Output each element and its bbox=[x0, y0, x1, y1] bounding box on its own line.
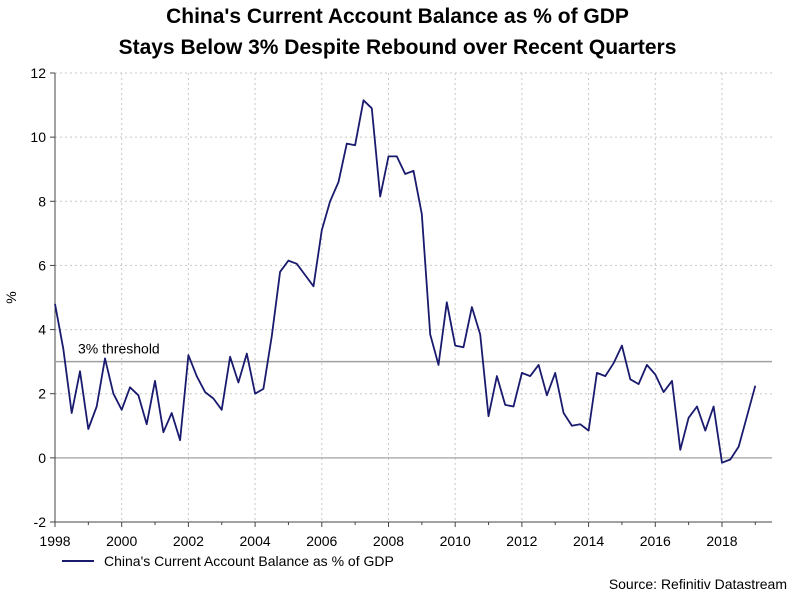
x-tick-label: 1998 bbox=[39, 533, 70, 549]
y-tick-label: 12 bbox=[30, 65, 46, 81]
x-tick-label: 2012 bbox=[506, 533, 537, 549]
x-tick-label: 2014 bbox=[573, 533, 604, 549]
x-tick-label: 2004 bbox=[240, 533, 271, 549]
y-tick-label: 10 bbox=[30, 129, 46, 145]
x-tick-label: 2008 bbox=[373, 533, 404, 549]
legend: China's Current Account Balance as % of … bbox=[62, 553, 394, 569]
x-tick-label: 2016 bbox=[640, 533, 671, 549]
x-tick-label: 2002 bbox=[173, 533, 204, 549]
chart-subtitle: Stays Below 3% Despite Rebound over Rece… bbox=[118, 36, 677, 59]
y-tick-label: 0 bbox=[38, 450, 46, 466]
tick-labels: -2 0 2 4 6 8 10 12 1998 2000 2002 2004 2006 2008 2010 2… bbox=[3, 65, 738, 549]
axes bbox=[50, 72, 772, 527]
series-line bbox=[54, 99, 757, 464]
series-layer: 3% threshold bbox=[54, 99, 772, 464]
x-tick-label: 2006 bbox=[306, 533, 337, 549]
y-tick-label: 6 bbox=[38, 257, 46, 273]
x-tick-label: 2010 bbox=[440, 533, 471, 549]
y-tick-label: 4 bbox=[38, 322, 46, 338]
chart-title: China's Current Account Balance as % of … bbox=[166, 5, 629, 28]
source-note: Source: Refinitiv Datastream bbox=[608, 576, 787, 592]
y-axis-label: % bbox=[3, 291, 19, 303]
y-tick-label: 8 bbox=[38, 193, 46, 209]
y-tick-label: -2 bbox=[34, 514, 47, 530]
y-tick-label: 2 bbox=[38, 386, 46, 402]
legend-swatch bbox=[62, 560, 94, 562]
x-tick-label: 2000 bbox=[106, 533, 137, 549]
legend-label: China's Current Account Balance as % of … bbox=[104, 553, 394, 569]
x-tick-label: 2018 bbox=[706, 533, 737, 549]
grid-lines bbox=[55, 72, 772, 522]
threshold-label: 3% threshold bbox=[78, 341, 160, 357]
